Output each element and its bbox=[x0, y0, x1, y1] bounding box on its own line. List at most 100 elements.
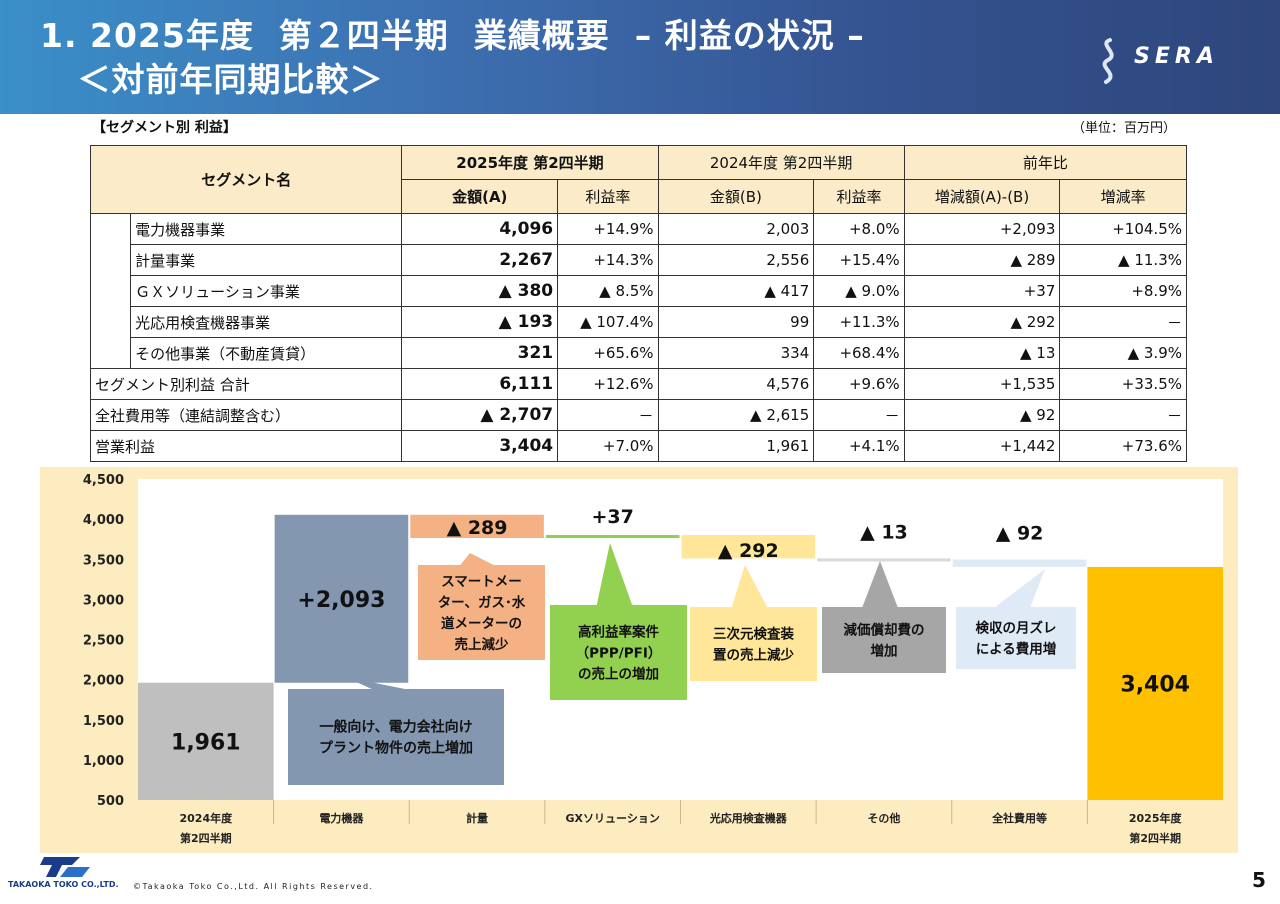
waterfall-bar bbox=[274, 514, 409, 683]
table-row: 光応用検査機器事業 ▲ 193 ▲ 107.4% 99 +11.3% ▲ 292… bbox=[91, 306, 1187, 338]
margin-a: +14.3% bbox=[557, 244, 659, 276]
segment-name: その他事業（不動産賃貸） bbox=[130, 337, 403, 369]
header-diff: 増減額(A)-(B) bbox=[903, 179, 1061, 214]
waterfall-chart: 4,500 4,000 3,500 3,000 2,500 2,000 1,500 1,000… bbox=[83, 473, 1223, 845]
segment-name: 計量事業 bbox=[130, 244, 403, 276]
callout-box bbox=[690, 607, 817, 681]
margin-a: +65.6% bbox=[557, 337, 659, 369]
margin-b: +68.4% bbox=[813, 337, 905, 369]
margin-a: ▲ 8.5% bbox=[557, 275, 659, 307]
margin-b: － bbox=[813, 399, 905, 431]
callout-text: スマートメー bbox=[441, 574, 522, 590]
callout-box bbox=[550, 605, 687, 700]
header-banner: 1. 2025年度 第２四半期 業績概要 – 利益の状況 – ＜対前年同期比較＞… bbox=[0, 0, 1280, 114]
data-label: ▲ 289 bbox=[447, 517, 508, 539]
data-label: ▲ 13 bbox=[860, 521, 908, 543]
callout-text: 高利益率案件 bbox=[578, 624, 659, 641]
amount-a: ▲ 380 bbox=[401, 275, 559, 307]
y-tick-label: 1,000 bbox=[83, 754, 124, 769]
margin-a: +12.6% bbox=[557, 368, 659, 400]
x-tick-label: 全社費用等 bbox=[991, 811, 1047, 825]
callout-pointer bbox=[459, 553, 496, 566]
rate: ▲ 11.3% bbox=[1059, 244, 1187, 276]
y-tick-label: 3,500 bbox=[83, 553, 124, 568]
callout-pointer bbox=[731, 565, 768, 608]
y-tick-label: 4,500 bbox=[83, 473, 124, 488]
copyright: ©Takaoka Toko Co.,Ltd. All Rights Reserv… bbox=[133, 882, 374, 891]
indent-cell bbox=[89, 213, 132, 369]
x-tick-label: 第2四半期 bbox=[1129, 831, 1181, 845]
waterfall-bar bbox=[410, 514, 544, 538]
x-tick-label: 光応用検査機器 bbox=[709, 811, 788, 825]
callout-pointer bbox=[862, 561, 898, 608]
table-row-operating: 営業利益 3,404 +7.0% 1,961 +4.1% +1,442 +73.… bbox=[89, 430, 1187, 462]
header-segment-name: セグメント名 bbox=[89, 145, 403, 214]
callout-box bbox=[822, 607, 946, 673]
x-tick-label: 2024年度 bbox=[180, 811, 234, 825]
amount-a: 4,096 bbox=[401, 213, 559, 245]
table-row: その他事業（不動産賃貸） 321 +65.6% 334 +68.4% ▲ 13 … bbox=[91, 337, 1187, 369]
callout-text: 増加 bbox=[871, 643, 898, 660]
waterfall-bar bbox=[817, 558, 951, 562]
rate: ▲ 3.9% bbox=[1059, 337, 1187, 369]
margin-b: +11.3% bbox=[813, 306, 905, 338]
sera-logo-text: SERA bbox=[1134, 44, 1219, 69]
diff: ▲ 289 bbox=[903, 244, 1061, 276]
page-number: 5 bbox=[1252, 868, 1266, 892]
callout-text: プラント物件の売上増加 bbox=[319, 740, 473, 757]
company-name: TAKAOKA TOKO CO.,LTD. bbox=[8, 880, 119, 889]
page-title-line2: ＜対前年同期比較＞ bbox=[40, 60, 384, 99]
amount-a: ▲ 2,707 bbox=[401, 399, 559, 431]
margin-b: +9.6% bbox=[813, 368, 905, 400]
callout-pointer bbox=[596, 543, 633, 606]
margin-b: +8.0% bbox=[813, 213, 905, 245]
segment-name: ＧＸソリューション事業 bbox=[130, 275, 403, 307]
callout-text: 検収の月ズレ bbox=[976, 620, 1057, 637]
rate: +104.5% bbox=[1059, 213, 1187, 245]
callout-text: 減価償却費の bbox=[844, 622, 925, 639]
margin-b: +15.4% bbox=[813, 244, 905, 276]
diff: +1,535 bbox=[903, 368, 1061, 400]
amount-a: 6,111 bbox=[401, 368, 559, 400]
x-tick-label: GXソリューション bbox=[566, 812, 660, 825]
margin-a: ▲ 107.4% bbox=[557, 306, 659, 338]
data-label: ▲ 92 bbox=[996, 522, 1044, 544]
waterfall-chart-frame: 4,500 4,000 3,500 3,000 2,500 2,000 1,500 1,000… bbox=[40, 467, 1238, 853]
diff: +37 bbox=[903, 275, 1061, 307]
amount-a: 3,404 bbox=[401, 430, 559, 462]
amount-b: 334 bbox=[657, 337, 815, 369]
amount-b: 1,961 bbox=[657, 430, 815, 462]
takaoka-logo-icon bbox=[40, 857, 90, 877]
amount-b: 2,003 bbox=[657, 213, 815, 245]
segment-name: 電力機器事業 bbox=[130, 213, 403, 245]
y-tick-label: 1,500 bbox=[83, 714, 124, 729]
diff: ▲ 292 bbox=[903, 306, 1061, 338]
rate: － bbox=[1059, 306, 1187, 338]
margin-b: ▲ 9.0% bbox=[813, 275, 905, 307]
segment-name: 全社費用等（連結調整含む） bbox=[89, 399, 403, 431]
y-tick-label: 2,500 bbox=[83, 634, 124, 649]
amount-b: ▲ 417 bbox=[657, 275, 815, 307]
data-label: +2,093 bbox=[297, 588, 385, 613]
callout-text: 道メーターの bbox=[441, 615, 522, 632]
table-row-subtotal: セグメント別利益 合計 6,111 +12.6% 4,576 +9.6% +1,… bbox=[89, 368, 1187, 400]
segment-profit-table: セグメント名 2025年度 第2四半期 2024年度 第2四半期 前年比 金額(… bbox=[89, 145, 1188, 462]
x-tick-label: 電力機器 bbox=[319, 811, 364, 825]
callout-text: による費用増 bbox=[976, 641, 1057, 658]
x-tick-label: 計量 bbox=[466, 811, 488, 825]
page-title-line1: 1. 2025年度 第２四半期 業績概要 – 利益の状況 – bbox=[40, 16, 865, 55]
callout-pointer bbox=[345, 677, 410, 690]
sera-logo-icon bbox=[1102, 38, 1114, 84]
amount-b: 4,576 bbox=[657, 368, 815, 400]
x-tick-label: 2025年度 bbox=[1129, 811, 1183, 825]
callout-text: 一般向け、電力会社向け bbox=[319, 719, 472, 736]
x-tick-label: その他 bbox=[867, 811, 900, 825]
sera-logo: SERA bbox=[1090, 36, 1250, 86]
segment-name: 営業利益 bbox=[89, 430, 403, 462]
margin-b: +4.1% bbox=[813, 430, 905, 462]
rate: +73.6% bbox=[1059, 430, 1187, 462]
page-title: 1. 2025年度 第２四半期 業績概要 – 利益の状況 – ＜対前年同期比較＞ bbox=[40, 14, 865, 102]
callout-text: 置の売上減少 bbox=[713, 647, 794, 664]
diff: ▲ 13 bbox=[903, 337, 1061, 369]
callout-text: （PPP/PFI） bbox=[576, 646, 662, 662]
